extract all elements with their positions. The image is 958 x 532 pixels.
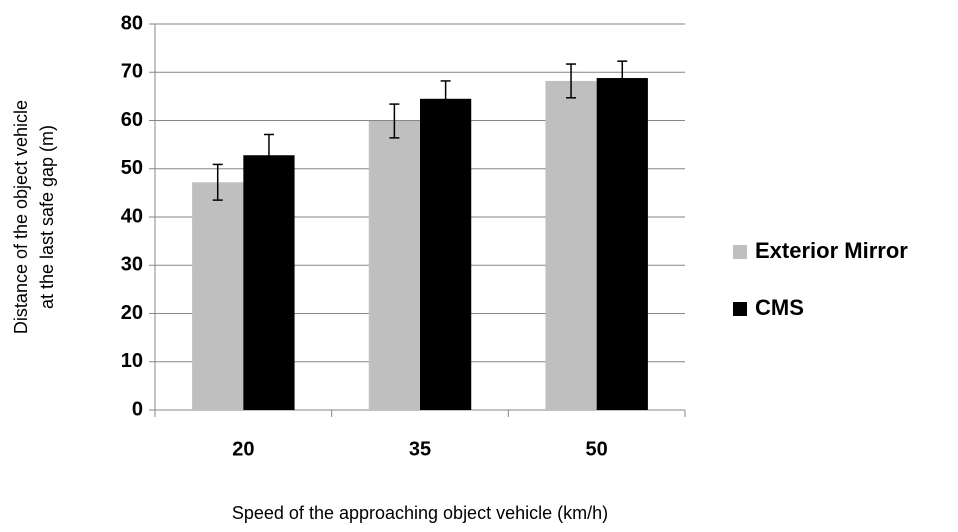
error-bar [440, 80, 451, 118]
y-axis-title-line: Distance of the object vehicle [11, 100, 31, 334]
error-bar [566, 63, 577, 99]
error-bar [389, 103, 400, 139]
y-axis-title: Distance of the object vehicle at the la… [11, 100, 57, 334]
legend-label: CMS [755, 295, 804, 320]
y-tick-label: 0 [132, 398, 143, 420]
bar [192, 182, 244, 410]
x-tick-label: 20 [232, 438, 254, 460]
y-tick-label: 40 [121, 205, 143, 227]
y-axis-title-line: at the last safe gap (m) [37, 125, 57, 309]
y-tick-label: 70 [121, 61, 143, 83]
legend-swatch [733, 302, 747, 316]
y-tick-label: 20 [121, 302, 143, 324]
error-bar [263, 133, 274, 177]
error-bar [617, 60, 628, 96]
x-axis-title: Speed of the approaching object vehicle … [232, 503, 608, 523]
bar [596, 78, 648, 410]
legend-label: Exterior Mirror [755, 238, 908, 263]
bar [420, 98, 472, 410]
error-bar [212, 163, 223, 201]
bar [545, 80, 597, 410]
bar [243, 155, 295, 410]
y-tick-label: 50 [121, 157, 143, 179]
legend-swatch [733, 245, 747, 259]
x-tick-label: 50 [586, 438, 608, 460]
y-tick-label: 10 [121, 350, 143, 372]
bar [368, 120, 420, 411]
y-tick-label: 80 [121, 12, 143, 34]
y-tick-label: 30 [121, 254, 143, 276]
x-tick-label: 35 [409, 438, 431, 460]
y-tick-label: 60 [121, 109, 143, 131]
